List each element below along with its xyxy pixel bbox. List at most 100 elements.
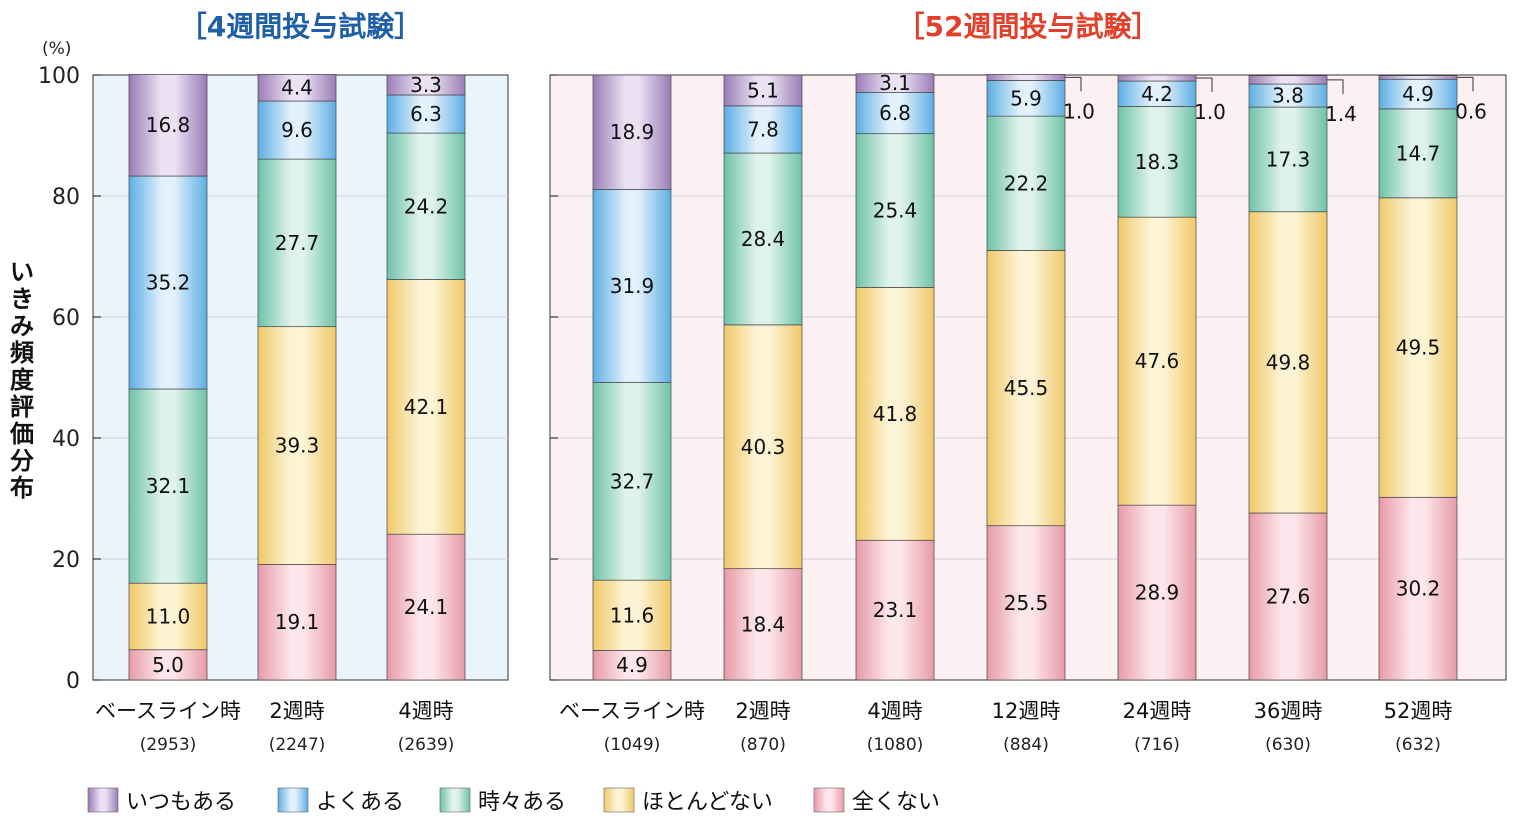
data-label: 3.1	[879, 71, 911, 95]
bar-segment	[1117, 504, 1197, 681]
x-tick-label: 24週時	[1123, 699, 1192, 723]
bar-segment	[1117, 216, 1197, 506]
x-n-label: (1080)	[867, 735, 924, 755]
x-n-label: (630)	[1265, 735, 1311, 755]
data-label-callout: 1.0	[1063, 99, 1095, 123]
data-label: 18.4	[741, 612, 786, 636]
legend-label: 時々ある	[478, 790, 566, 815]
callout-line	[1327, 79, 1344, 94]
bar-segment	[855, 92, 935, 135]
bar-segment	[592, 74, 672, 190]
data-label: 24.1	[404, 595, 449, 619]
legend-label: ほとんどない	[642, 790, 773, 815]
x-n-label: (870)	[740, 735, 786, 755]
bar-segment	[1378, 496, 1458, 681]
legend-label: 全くない	[852, 790, 940, 815]
bar-segment	[386, 74, 466, 96]
data-label: 17.3	[1266, 147, 1311, 171]
bar-segment	[1378, 78, 1458, 110]
bar-segment	[723, 74, 803, 107]
callout-line	[1196, 77, 1213, 93]
data-label: 3.8	[1272, 84, 1304, 108]
data-label: 11.0	[146, 604, 191, 628]
bar-segment	[257, 326, 337, 565]
bar-segment	[986, 74, 1066, 81]
y-axis-title-char: 度	[10, 366, 35, 394]
y-axis-title-char: 布	[10, 474, 34, 502]
data-label: 47.6	[1135, 349, 1180, 373]
data-label: 45.5	[1004, 376, 1049, 400]
bar-segment	[257, 74, 337, 102]
bar-segment	[592, 188, 672, 383]
panel-title: ［52週間投与試験］	[897, 10, 1160, 43]
y-tick-label: 100	[38, 64, 80, 89]
data-label: 27.7	[275, 231, 320, 255]
data-label: 9.6	[281, 118, 313, 142]
bar-segment	[386, 94, 466, 134]
y-tick-label: 0	[66, 669, 80, 694]
data-label-callout: 0.6	[1455, 99, 1487, 123]
bar-segment	[128, 582, 208, 651]
y-axis-title-char: 価	[9, 420, 34, 448]
data-label: 23.1	[873, 598, 918, 622]
x-n-label: (884)	[1003, 735, 1049, 755]
bar-segment	[986, 115, 1066, 251]
data-label: 6.3	[410, 102, 442, 126]
bar-segment	[986, 80, 1066, 117]
bar-segment	[723, 324, 803, 570]
data-label: 49.5	[1396, 336, 1441, 360]
bar-segment	[1378, 197, 1458, 498]
data-label: 35.2	[146, 271, 191, 295]
bar-segment	[257, 100, 337, 160]
data-label: 7.8	[747, 117, 779, 141]
bar-segment	[128, 388, 208, 584]
x-n-label: (632)	[1395, 735, 1441, 755]
x-tick-label: 12週時	[992, 699, 1061, 723]
callout-line	[1065, 76, 1082, 92]
panel-title: ［4週間投与試験］	[179, 10, 422, 43]
x-n-label: (2247)	[269, 735, 326, 755]
y-axis-title-char: い	[10, 258, 34, 286]
bar-segment	[986, 250, 1066, 527]
x-tick-label: 4週時	[398, 699, 453, 723]
data-label: 18.9	[610, 120, 655, 144]
data-label: 5.1	[747, 78, 779, 102]
callout-line	[1457, 76, 1474, 92]
bar-segment	[986, 525, 1066, 681]
y-axis-title-char: み	[10, 312, 34, 340]
bar-segment	[723, 105, 803, 154]
data-label: 30.2	[1396, 577, 1441, 601]
bar-segment	[723, 152, 803, 326]
bar-segment	[386, 132, 466, 280]
data-label: 14.7	[1396, 141, 1441, 165]
bar-segment	[592, 579, 672, 651]
data-label: 39.3	[275, 434, 320, 458]
legend-swatch	[87, 787, 119, 813]
y-tick-label: 40	[52, 427, 80, 452]
data-label: 22.2	[1004, 171, 1049, 195]
data-label-callout: 1.4	[1325, 102, 1357, 126]
x-n-label: (1049)	[604, 735, 661, 755]
legend-swatch	[277, 787, 309, 813]
bar-segment	[257, 158, 337, 328]
y-tick-label: 80	[52, 185, 80, 210]
data-label: 32.1	[146, 474, 191, 498]
bar-segment	[128, 74, 208, 177]
data-label: 4.9	[1402, 82, 1434, 106]
y-axis-title-char: 分	[10, 447, 34, 475]
x-tick-label: 36週時	[1254, 699, 1323, 723]
data-label: 11.6	[610, 603, 655, 627]
legend-swatch	[813, 787, 845, 813]
x-tick-label: 4週時	[867, 699, 922, 723]
y-axis-title-char: 頻	[10, 339, 34, 367]
data-label: 40.3	[741, 435, 786, 459]
bar-segment	[1248, 211, 1328, 514]
legend-swatch	[439, 787, 471, 813]
bar-segment	[1248, 106, 1328, 213]
data-label: 16.8	[146, 113, 191, 137]
y-axis-title-char: き	[10, 285, 34, 313]
data-label: 4.2	[1141, 82, 1173, 106]
bar-segment	[386, 279, 466, 535]
data-label-callout: 1.0	[1194, 100, 1226, 124]
bar-segment	[386, 533, 466, 681]
